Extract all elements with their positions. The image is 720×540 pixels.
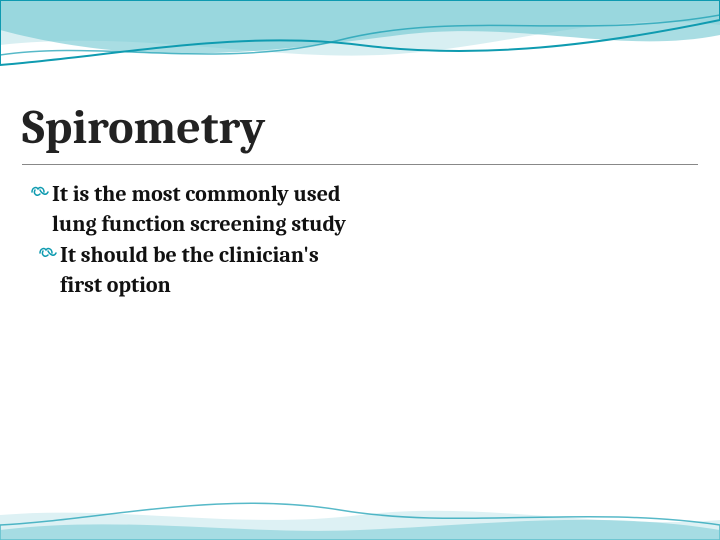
bullet-text: It should be the clinician's first optio… [60,241,350,300]
slide-content: It is the most commonly used lung functi… [30,180,350,303]
bullet-icon [38,245,58,266]
bullet-text: It is the most commonly used lung functi… [52,180,350,239]
bullet-item: It should be the clinician's first optio… [38,241,350,300]
bullet-item: It is the most commonly used lung functi… [30,180,350,239]
top-wave-decoration [0,0,720,100]
slide-title: Spirometry [22,100,265,155]
bullet-icon [30,184,50,205]
bottom-wave-decoration [0,480,720,540]
title-underline [22,164,698,165]
